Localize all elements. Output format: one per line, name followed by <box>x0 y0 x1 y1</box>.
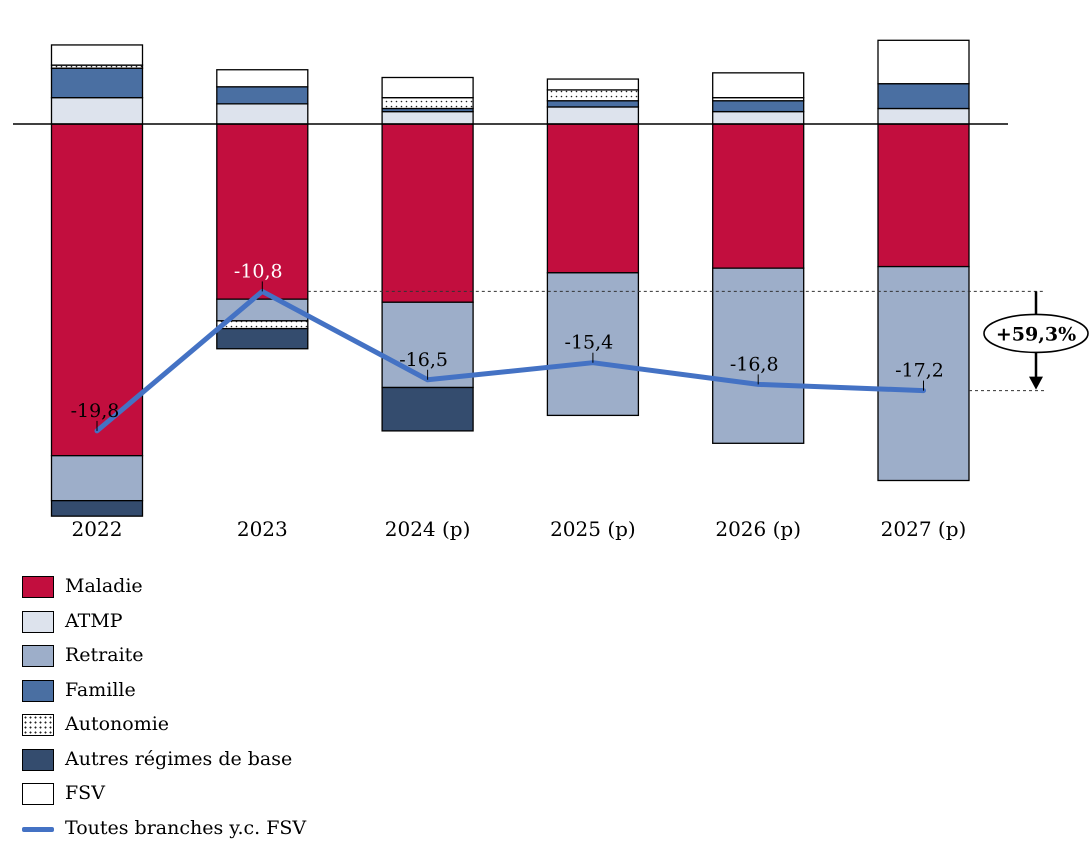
total-data-label: -19,8 <box>71 400 120 422</box>
bar-segment-fsv-2026-p <box>712 72 805 99</box>
legend-swatch <box>22 748 54 771</box>
bar-segment-retraite-2026-p <box>712 267 805 444</box>
legend-swatch <box>22 783 54 805</box>
legend-swatch <box>22 645 54 667</box>
bar-segment-atmp-2027-p <box>877 107 970 125</box>
legend-label: ATMP <box>65 609 123 632</box>
change-annotation-label: +59,3% <box>996 323 1076 345</box>
legend-swatch <box>22 610 54 633</box>
bar-segment-autonomie-2024-p <box>381 97 474 110</box>
total-data-label: -15,4 <box>565 332 614 354</box>
bar-segment-autres-regimes-de-base-2024-p <box>381 386 474 432</box>
bar-segment-atmp-2024-p <box>381 110 474 125</box>
bar-segment-famille-2025-p <box>546 100 640 108</box>
chart: +59,3% 2022 2023 2024 (p) 2025 (p) 2026 (p) 2… <box>13 39 1089 541</box>
total-line-series <box>94 288 926 434</box>
bar-segment-retraite-2025-p <box>546 272 640 417</box>
bar-segment-fsv-2024-p <box>381 76 474 99</box>
x-tick-label: 2022 <box>72 517 123 541</box>
bar-segment-famille-2027-p <box>877 83 970 110</box>
legend-line-swatch <box>22 826 54 832</box>
x-tick-label: 2025 (p) <box>550 517 636 541</box>
legend-label: FSV <box>65 782 105 804</box>
bar-segment-maladie-2022 <box>50 123 144 457</box>
bar-segment-fsv-2027-p <box>877 39 970 85</box>
total-data-label: -17,2 <box>895 360 944 382</box>
x-tick-label: 2024 (p) <box>385 517 471 541</box>
bar-segment-fsv-2022 <box>50 44 144 66</box>
x-tick-label: 2023 <box>237 517 288 541</box>
bar-segment-maladie-2024-p <box>381 123 474 303</box>
change-arrow-head <box>1029 376 1043 390</box>
bar-segment-retraite-2027-p <box>877 265 970 482</box>
x-tick-label: 2027 (p) <box>881 517 967 541</box>
legend-label: Maladie <box>65 575 143 597</box>
bar-segment-famille-2023 <box>216 86 309 105</box>
total-data-label: -10,8 <box>234 260 283 282</box>
bar-segment-autres-regimes-de-base-2022 <box>50 499 144 517</box>
total-data-label: -16,8 <box>730 353 779 375</box>
legend-label: Autres régimes de base <box>65 747 293 770</box>
legend-label: Famille <box>65 678 136 701</box>
legend-label: Autonomie <box>65 713 170 735</box>
bar-segment-fsv-2025-p <box>546 78 640 91</box>
legend-label: Retraite <box>65 644 144 666</box>
bar-segment-atmp-2026-p <box>712 110 805 125</box>
bar-segment-atmp-2022 <box>50 97 144 125</box>
bar-segment-autonomie-2025-p <box>546 89 640 102</box>
legend-swatch <box>22 576 54 598</box>
bar-segment-maladie-2025-p <box>546 123 640 274</box>
bar-segment-autres-regimes-de-base-2023 <box>216 327 309 350</box>
legend-swatch <box>22 679 54 702</box>
bar-segment-maladie-2026-p <box>712 123 805 269</box>
bar-segment-fsv-2023 <box>216 69 309 88</box>
total-data-label: -16,5 <box>399 349 448 371</box>
x-tick-label: 2026 (p) <box>715 517 801 541</box>
bar-segment-famille-2022 <box>50 67 144 99</box>
bar-segment-retraite-2022 <box>50 455 144 502</box>
legend-label: Toutes branches y.c. FSV <box>65 816 307 839</box>
bar-segment-famille-2026-p <box>712 100 805 113</box>
bar-segment-atmp-2023 <box>216 103 309 125</box>
bar-segment-autonomie-2023 <box>216 320 309 330</box>
change-annotation-bubble <box>983 313 1089 354</box>
bar-segment-maladie-2027-p <box>877 123 970 268</box>
legend-swatch <box>22 714 54 736</box>
bar-segment-atmp-2025-p <box>546 106 640 125</box>
